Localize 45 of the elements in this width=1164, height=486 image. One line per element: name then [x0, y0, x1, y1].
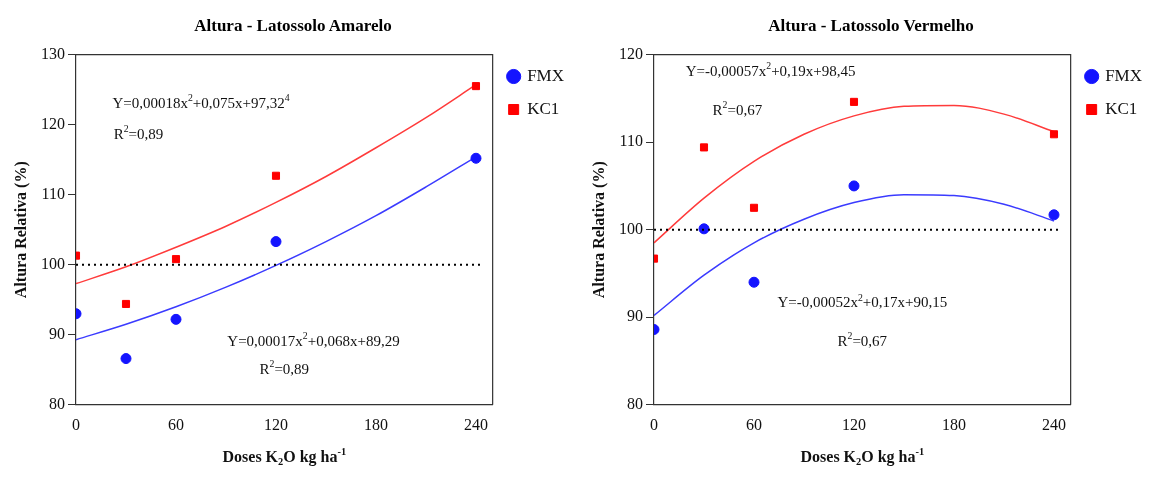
- point: [121, 299, 131, 308]
- y-tick-label: 130: [41, 44, 65, 62]
- point: [748, 276, 760, 288]
- x-tick-label: 120: [263, 415, 288, 433]
- x-tick-label: 180: [941, 415, 966, 433]
- y-tick-label: 120: [41, 114, 65, 132]
- x-tick-label: 60: [168, 415, 184, 433]
- y-axis-title: Altura Relativa (%): [590, 161, 609, 299]
- x-tick-label: 180: [363, 415, 388, 433]
- x-tick-label: 0: [72, 415, 80, 433]
- chart-title: Altura - Latossolo Amarelo: [193, 16, 393, 36]
- legend-label: FMX: [1105, 65, 1143, 85]
- point: [470, 152, 482, 164]
- point: [1048, 209, 1060, 221]
- y-tick-label: 80: [49, 395, 65, 412]
- point: [848, 180, 860, 192]
- point: [271, 171, 281, 180]
- x-tick-label: 120: [841, 415, 866, 433]
- x-tick-label: 240: [463, 415, 488, 433]
- y-tick-label: 100: [619, 219, 643, 237]
- y-tick-label: 90: [627, 307, 643, 325]
- y-tick-label: 120: [619, 44, 643, 62]
- point: [749, 203, 759, 212]
- y-tick-label: 90: [49, 324, 65, 342]
- point: [698, 223, 710, 235]
- y-axis-title: Altura Relativa (%): [12, 161, 31, 299]
- point: [849, 97, 859, 106]
- point: [1049, 130, 1059, 139]
- x-tick-label: 60: [746, 415, 762, 433]
- point: [171, 255, 181, 264]
- legend-label: FMX: [527, 65, 565, 85]
- y-tick-label: 100: [41, 254, 65, 272]
- point: [471, 82, 481, 91]
- point: [270, 236, 282, 248]
- x-tick-label: 0: [650, 415, 658, 433]
- legend-label: KC1: [1105, 98, 1138, 118]
- point: [170, 313, 182, 325]
- x-tick-label: 240: [1041, 415, 1066, 433]
- y-tick-label: 80: [627, 395, 643, 412]
- legend-label: KC1: [527, 98, 560, 118]
- chart-title: Altura - Latossolo Vermelho: [767, 16, 975, 36]
- y-tick-label: 110: [619, 132, 643, 150]
- point: [120, 353, 132, 365]
- y-tick-label: 110: [41, 184, 65, 202]
- point: [699, 143, 709, 152]
